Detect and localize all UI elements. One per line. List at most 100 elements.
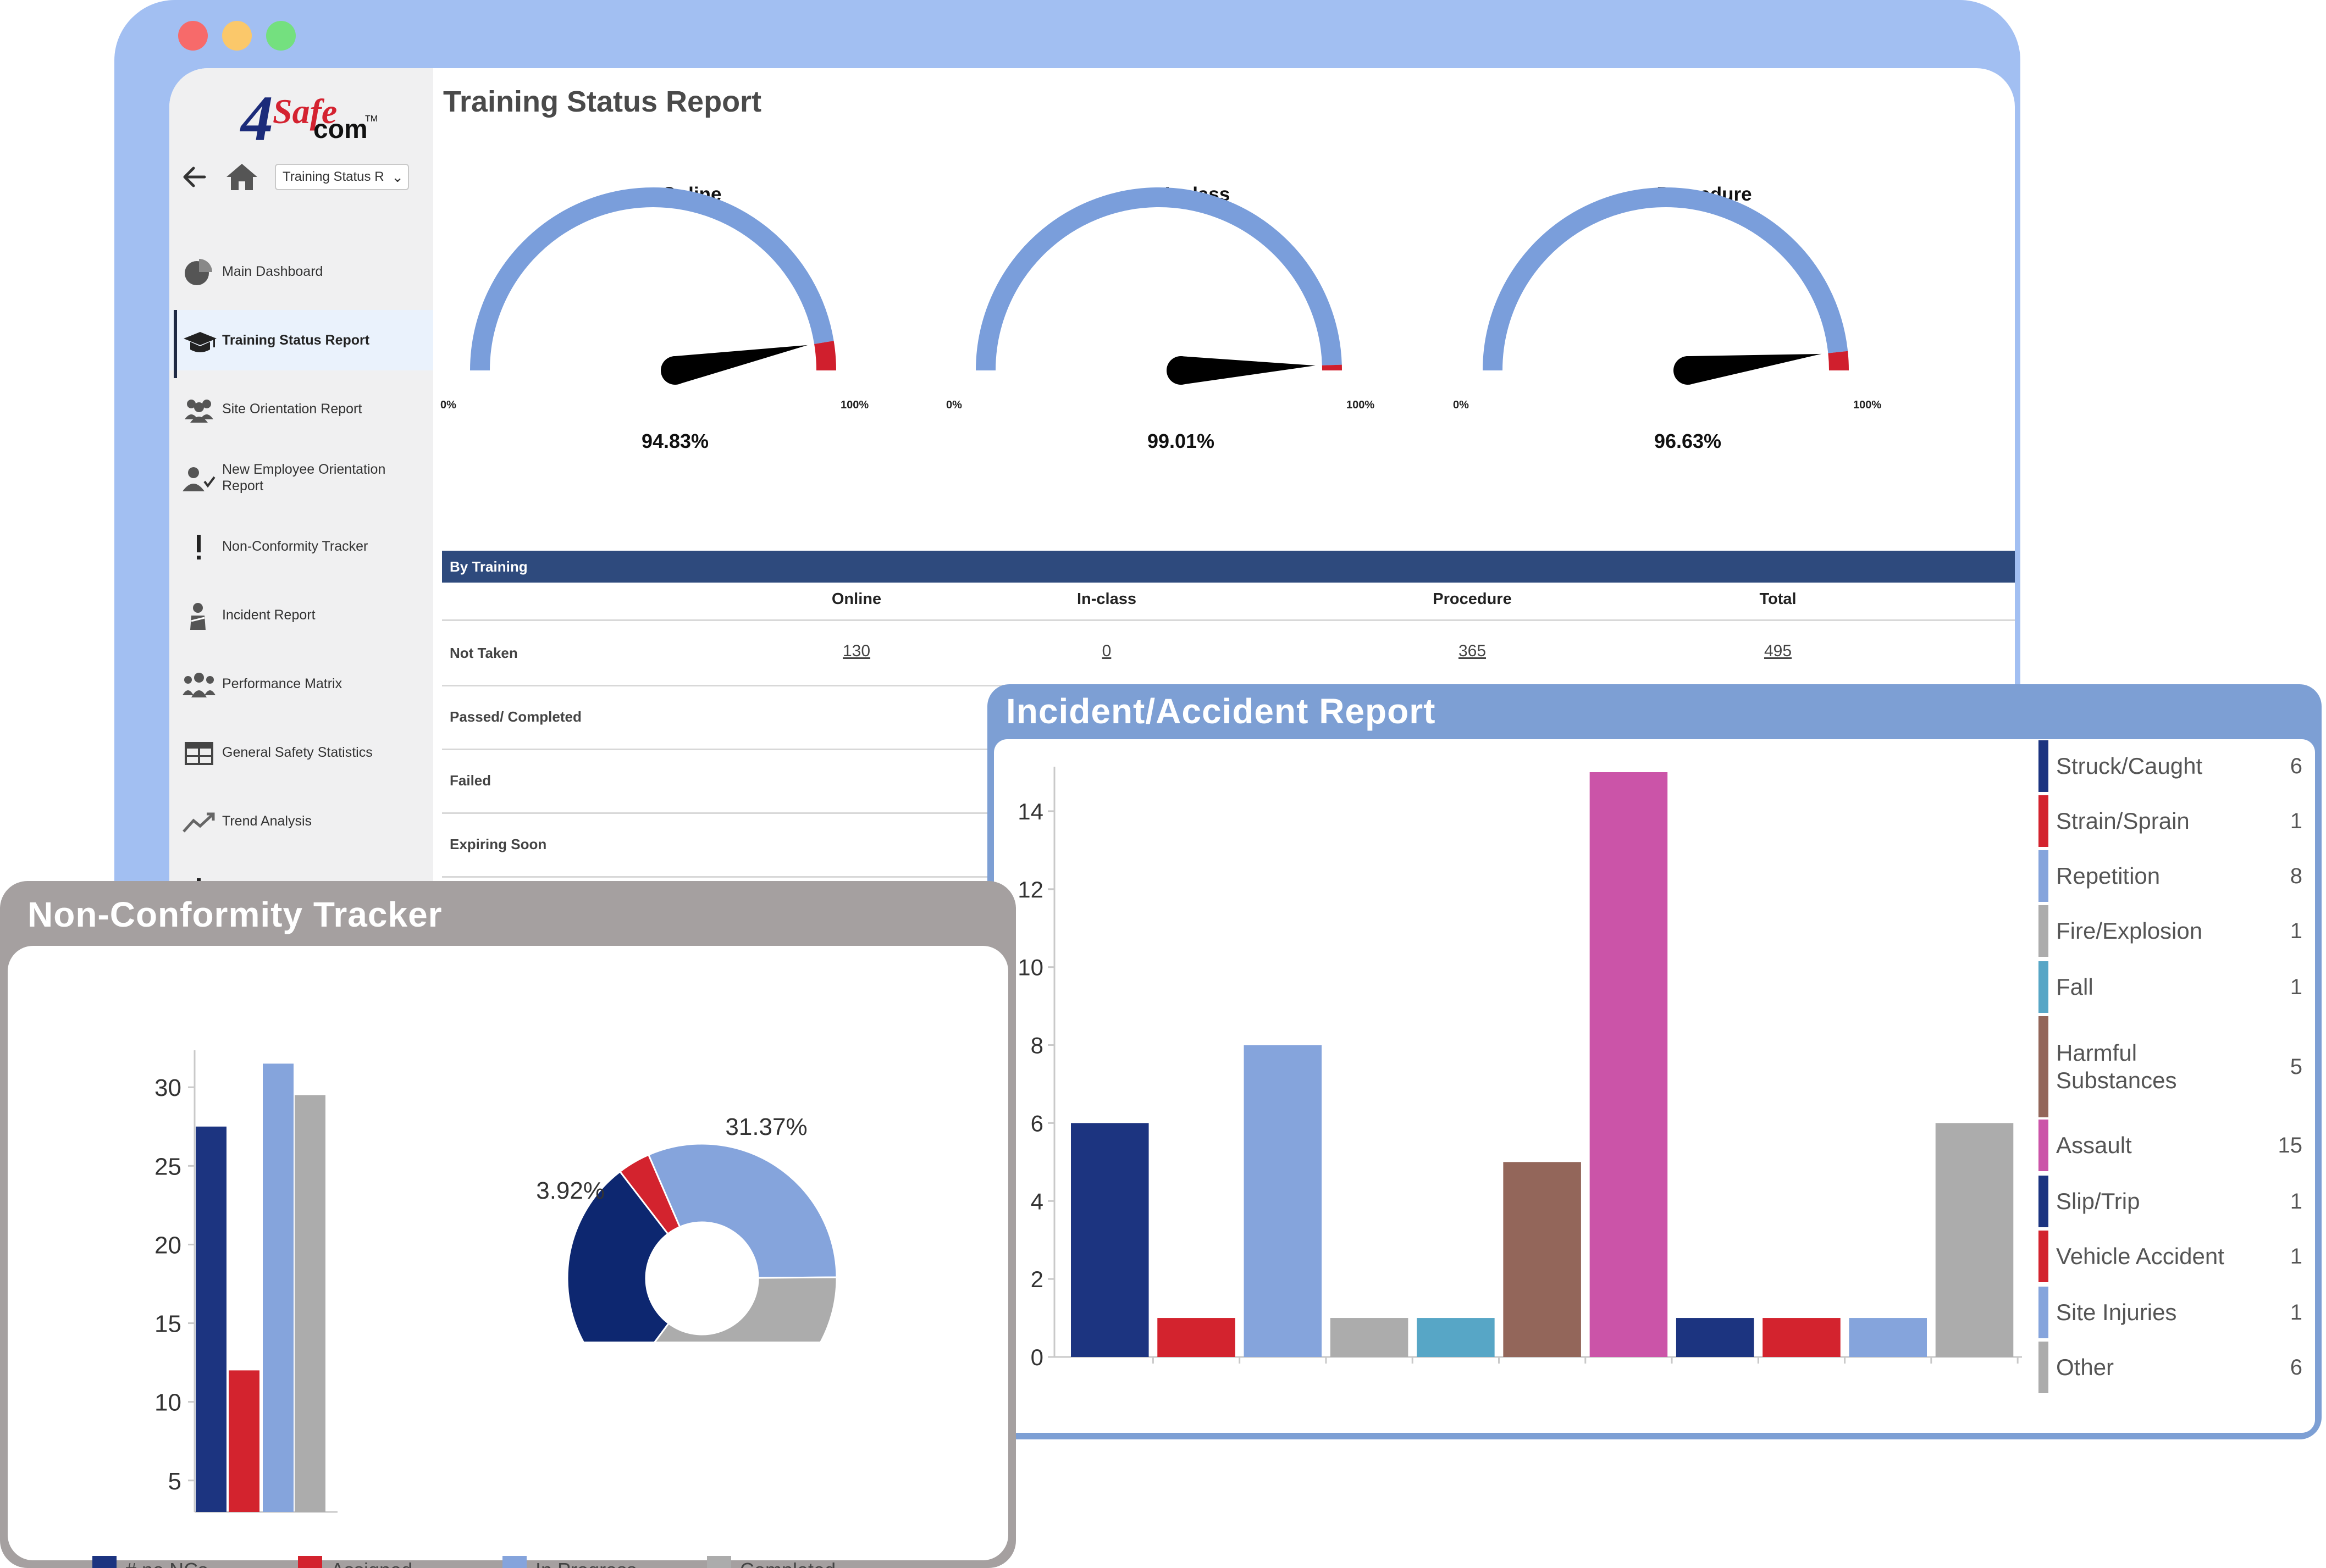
window-close-dot[interactable] bbox=[178, 21, 208, 51]
sidebar-item-performance-matrix[interactable]: Performance Matrix bbox=[169, 653, 433, 714]
legend-label: # no NCs bbox=[125, 1556, 208, 1568]
incident-bar[interactable] bbox=[1330, 1318, 1408, 1357]
legend-label: Fall bbox=[2056, 974, 2093, 1000]
incident-bar[interactable] bbox=[1244, 1045, 1322, 1357]
gauge-arc bbox=[470, 187, 834, 371]
incident-bar[interactable] bbox=[1589, 772, 1668, 1357]
gauge-online: Online 0% 100% 94.83% bbox=[440, 184, 917, 469]
nc-bar[interactable] bbox=[263, 1063, 294, 1512]
incident-bar[interactable] bbox=[1676, 1318, 1754, 1357]
logo-safe: Safe bbox=[273, 92, 338, 131]
trend-icon bbox=[183, 812, 215, 833]
sidebar-item-non-conformity-tracker[interactable]: Non-Conformity Tracker bbox=[169, 516, 433, 577]
donut-slice[interactable] bbox=[618, 1154, 681, 1235]
sidebar-item-label: Site Orientation Report bbox=[222, 401, 362, 417]
gauge-needle bbox=[1180, 356, 1316, 385]
chevron-down-icon: ⌄ bbox=[391, 169, 404, 185]
nc-bar[interactable] bbox=[229, 1370, 259, 1512]
incident-bar[interactable] bbox=[1849, 1318, 1927, 1357]
home-icon[interactable] bbox=[224, 162, 259, 192]
legend-swatch bbox=[2038, 905, 2048, 957]
injured-person-icon bbox=[190, 603, 206, 630]
column-header-procedure: Procedure bbox=[1433, 590, 1512, 608]
legend-value: 1 bbox=[2290, 918, 2302, 943]
nc-bar[interactable] bbox=[295, 1095, 325, 1512]
sidebar-item-training-status-report[interactable]: Training Status Report bbox=[169, 310, 433, 378]
incident-legend-item[interactable]: Struck/Caught 6 bbox=[2038, 740, 2302, 792]
row-label: Not Taken bbox=[450, 644, 518, 661]
y-tick-label: 12 bbox=[1018, 877, 1043, 902]
nc-y-tick-label: 30 bbox=[154, 1074, 181, 1101]
sidebar-item-label: Non-Conformity Tracker bbox=[222, 539, 368, 554]
incident-bar[interactable] bbox=[1417, 1318, 1495, 1357]
legend-value: 1 bbox=[2290, 974, 2302, 999]
incident-legend-item[interactable]: Assault 15 bbox=[2038, 1120, 2302, 1171]
nc-y-tick-label: 15 bbox=[154, 1311, 181, 1338]
nc-y-tick-label: 20 bbox=[154, 1232, 181, 1259]
sidebar-nav-row: Training Status R ⌄ bbox=[180, 156, 422, 200]
exclamation-icon bbox=[197, 535, 201, 559]
incident-bar[interactable] bbox=[1763, 1318, 1841, 1357]
legend-label: In Progress bbox=[535, 1556, 637, 1568]
sidebar: 4 Safe com TM Training Status R ⌄ Main D… bbox=[169, 68, 433, 890]
incident-legend-item[interactable]: Slip/Trip 1 bbox=[2038, 1176, 2302, 1227]
gauge-graphic bbox=[470, 187, 836, 385]
column-header-in-class: In-class bbox=[1077, 590, 1136, 608]
legend-value: 1 bbox=[2290, 808, 2302, 833]
table-row: Not Taken 130 0 365 495 bbox=[442, 621, 2015, 686]
sidebar-item-incident-report[interactable]: Incident Report bbox=[169, 585, 433, 645]
legend-swatch bbox=[502, 1556, 527, 1568]
sidebar-item-general-safety-statistics[interactable]: General Safety Statistics bbox=[169, 722, 433, 783]
table-cell-link[interactable]: 0 bbox=[1102, 642, 1112, 660]
legend-label: Strain/Sprain bbox=[2056, 808, 2190, 834]
table-cell-link[interactable]: 495 bbox=[1764, 642, 1792, 660]
incident-legend-item[interactable]: Strain/Sprain 1 bbox=[2038, 795, 2302, 847]
incident-bar[interactable] bbox=[1935, 1123, 2014, 1357]
sidebar-item-label: Main Dashboard bbox=[222, 264, 323, 279]
incident-legend-item[interactable]: Other 6 bbox=[2038, 1342, 2302, 1393]
donut-slice[interactable] bbox=[566, 1170, 670, 1342]
incident-legend-item[interactable]: Vehicle Accident 1 bbox=[2038, 1231, 2302, 1282]
window-minimize-dot[interactable] bbox=[222, 21, 252, 51]
gauge-remainder-arc bbox=[814, 341, 836, 371]
legend-swatch bbox=[707, 1556, 731, 1568]
sidebar-item-trend-analysis[interactable]: Trend Analysis bbox=[169, 791, 433, 851]
report-selector[interactable]: Training Status R ⌄ bbox=[275, 164, 409, 190]
y-tick-label: 10 bbox=[1018, 955, 1043, 980]
team-icon bbox=[183, 673, 216, 697]
sidebar-item-label: Trend Analysis bbox=[222, 813, 312, 829]
pie-chart-icon bbox=[185, 259, 212, 285]
incident-legend-item[interactable]: Repetition 8 bbox=[2038, 850, 2302, 902]
donut-slice[interactable] bbox=[647, 1143, 838, 1279]
sidebar-item-label: Training Status Report bbox=[222, 333, 370, 348]
logo-com: com bbox=[313, 115, 368, 144]
incident-legend-item[interactable]: Fall 1 bbox=[2038, 961, 2302, 1013]
incident-bar[interactable] bbox=[1503, 1162, 1581, 1357]
donut-slice[interactable] bbox=[622, 1276, 838, 1342]
non-conformity-card: Non-Conformity Tracker 5 10 15 20 25 30 31.37… bbox=[0, 881, 1016, 1568]
sidebar-item-new-employee-orientation-report[interactable]: New Employee Orientation Report bbox=[169, 447, 433, 508]
incident-bar[interactable] bbox=[1071, 1123, 1149, 1357]
legend-value: 15 bbox=[2278, 1133, 2303, 1157]
window-maximize-dot[interactable] bbox=[266, 21, 296, 51]
gauge-min-label: 0% bbox=[1453, 399, 1469, 411]
gauge-needle bbox=[672, 345, 808, 385]
incident-legend-item[interactable]: Fire/Explosion 1 bbox=[2038, 905, 2302, 957]
nc-bar[interactable] bbox=[196, 1126, 226, 1512]
sidebar-item-site-orientation-report[interactable]: Site Orientation Report bbox=[169, 379, 433, 439]
incident-legend-item[interactable]: Site Injuries 1 bbox=[2038, 1287, 2302, 1338]
legend-label: Assigned bbox=[331, 1556, 412, 1568]
company-logo[interactable]: 4 Safe com TM bbox=[241, 81, 378, 154]
y-tick-label: 4 bbox=[1031, 1188, 1043, 1214]
table-cell-link[interactable]: 365 bbox=[1458, 642, 1487, 660]
sidebar-item-main-dashboard[interactable]: Main Dashboard bbox=[169, 241, 433, 302]
table-cell-link[interactable]: 130 bbox=[842, 642, 871, 660]
nc-bar-chart: 5 10 15 20 25 30 bbox=[154, 1050, 338, 1513]
user-check-icon bbox=[183, 467, 216, 491]
legend-label: Struck/Caught bbox=[2056, 753, 2203, 779]
back-arrow-icon[interactable] bbox=[180, 163, 216, 191]
incident-legend-item[interactable]: Harmful Substances 5 bbox=[2038, 1016, 2302, 1117]
graduation-cap-icon bbox=[184, 332, 217, 352]
incident-bar[interactable] bbox=[1157, 1318, 1235, 1357]
nc-y-tick-label: 5 bbox=[168, 1468, 181, 1495]
